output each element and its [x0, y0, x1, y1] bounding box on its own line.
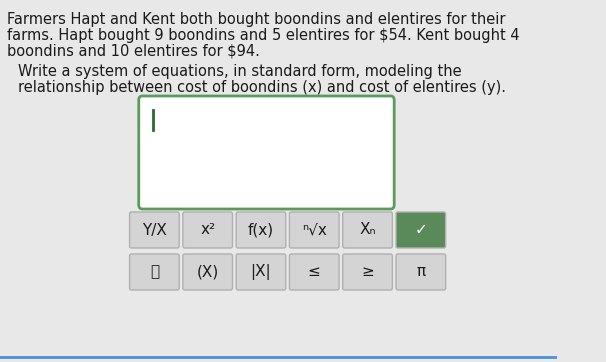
- FancyBboxPatch shape: [130, 254, 179, 290]
- FancyBboxPatch shape: [236, 254, 286, 290]
- Text: x²: x²: [200, 223, 215, 237]
- FancyBboxPatch shape: [396, 254, 445, 290]
- FancyBboxPatch shape: [130, 212, 179, 248]
- Text: ≤: ≤: [308, 265, 321, 279]
- Text: Xₙ: Xₙ: [359, 223, 376, 237]
- FancyBboxPatch shape: [343, 212, 392, 248]
- Text: ≥: ≥: [361, 265, 374, 279]
- Text: boondins and 10 elentires for $94.: boondins and 10 elentires for $94.: [7, 44, 260, 59]
- FancyBboxPatch shape: [290, 212, 339, 248]
- Text: ✓: ✓: [415, 223, 427, 237]
- FancyBboxPatch shape: [183, 212, 233, 248]
- Text: 🗑: 🗑: [150, 265, 159, 279]
- Text: Write a system of equations, in standard form, modeling the: Write a system of equations, in standard…: [18, 64, 462, 79]
- Text: f(x): f(x): [248, 223, 274, 237]
- Text: Y/X: Y/X: [142, 223, 167, 237]
- Text: |X|: |X|: [250, 264, 271, 280]
- Text: farms. Hapt bought 9 boondins and 5 elentires for $54. Kent bought 4: farms. Hapt bought 9 boondins and 5 elen…: [7, 28, 520, 43]
- Text: ⁿ√x: ⁿ√x: [302, 223, 327, 237]
- Text: π: π: [416, 265, 425, 279]
- FancyBboxPatch shape: [139, 96, 394, 209]
- Text: relationship between cost of boondins (x) and cost of elentires (y).: relationship between cost of boondins (x…: [18, 80, 507, 95]
- FancyBboxPatch shape: [343, 254, 392, 290]
- Text: (X): (X): [196, 265, 219, 279]
- FancyBboxPatch shape: [236, 212, 286, 248]
- FancyBboxPatch shape: [290, 254, 339, 290]
- FancyBboxPatch shape: [396, 212, 445, 248]
- Text: Farmers Hapt and Kent both bought boondins and elentires for their: Farmers Hapt and Kent both bought boondi…: [7, 12, 506, 27]
- FancyBboxPatch shape: [183, 254, 233, 290]
